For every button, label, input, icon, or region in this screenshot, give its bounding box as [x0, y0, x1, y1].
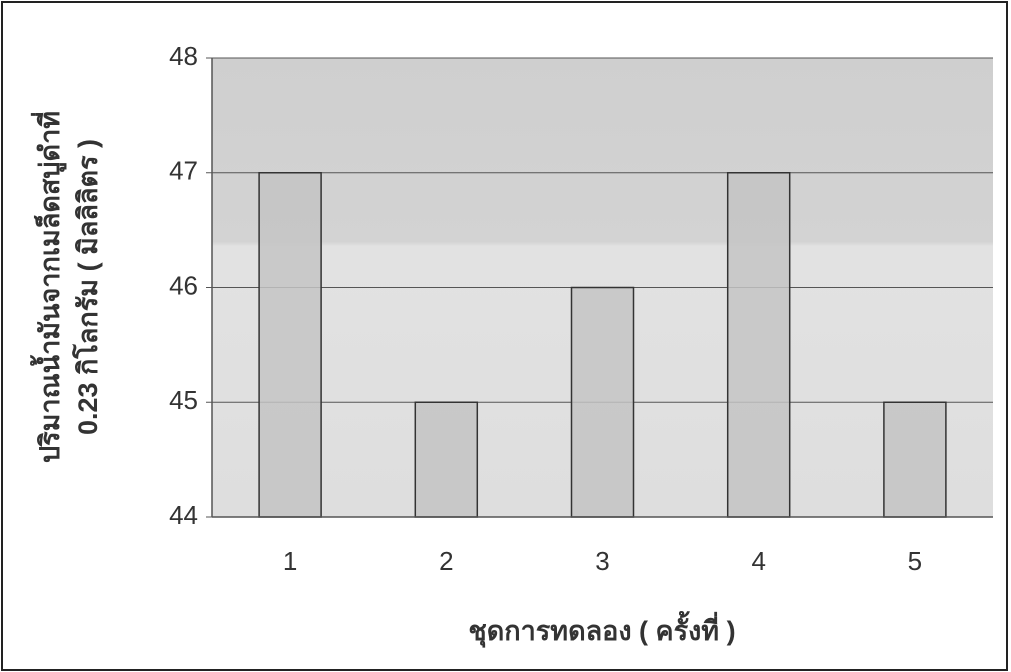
x-tick-label: 2	[439, 546, 453, 576]
y-tick-label: 46	[169, 270, 198, 300]
y-tick-label: 44	[169, 500, 198, 530]
bar	[572, 288, 634, 518]
y-axis-title: 0.23 กิโลกรัม ( มิลลิลิตร )	[71, 139, 103, 435]
x-tick-label: 4	[751, 546, 765, 576]
y-axis-title: ปริมาณน้ำมันจากเมล็ดสบู่ดำที่	[29, 111, 67, 463]
y-tick-label: 45	[169, 385, 198, 415]
x-tick-label: 5	[908, 546, 922, 576]
bar	[884, 402, 946, 517]
chart: ปริมาณน้ำมันจากเมล็ดสบู่ดำที่ 0.23 กิโลก…	[0, 0, 1011, 672]
x-axis-title: ชุดการทดลอง ( ครั้งที่ )	[468, 610, 735, 648]
y-tick-label: 47	[169, 156, 198, 186]
bar	[259, 173, 321, 517]
bar	[415, 402, 477, 517]
y-tick-label: 48	[169, 41, 198, 71]
bar	[728, 173, 790, 517]
x-tick-label: 1	[283, 546, 297, 576]
x-tick-label: 3	[595, 546, 609, 576]
